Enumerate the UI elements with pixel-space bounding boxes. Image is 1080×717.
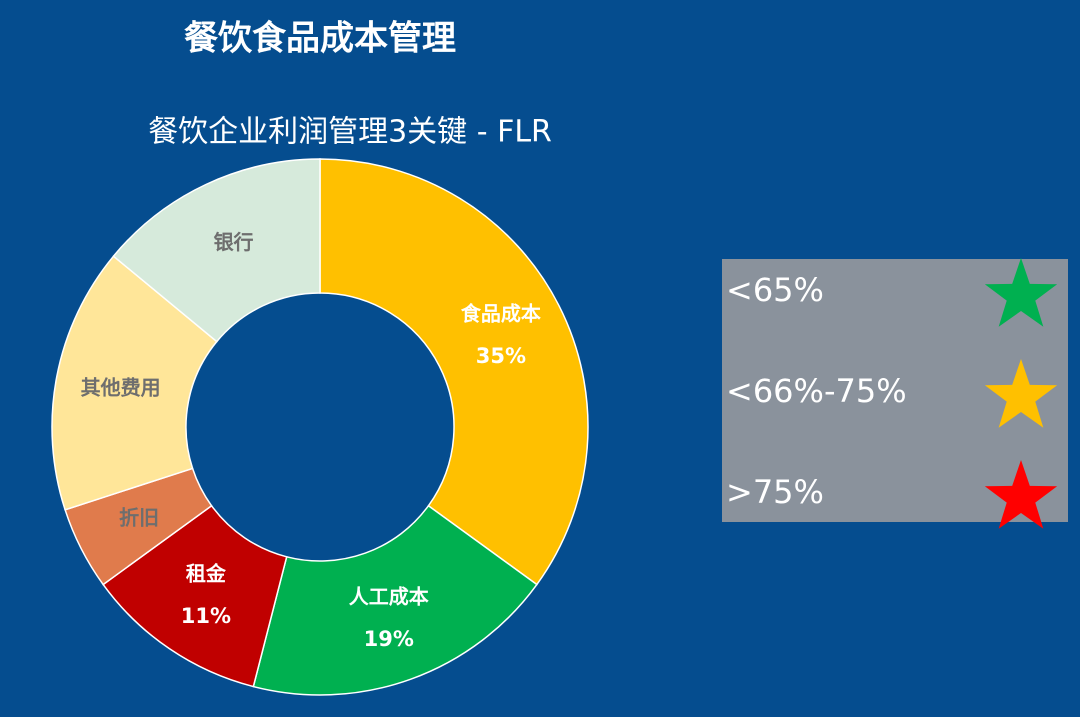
chart-subtitle: 餐饮企业利润管理3关键 - FLR xyxy=(148,115,552,150)
segment-label: 银行 xyxy=(214,230,254,254)
segment-label: 人工成本 xyxy=(349,584,429,608)
value-label: 35% xyxy=(476,344,526,368)
rating-label: <65% xyxy=(726,271,824,309)
rating-label: >75% xyxy=(726,473,824,511)
segment-label: 租金 xyxy=(186,561,227,585)
value-label: 19% xyxy=(364,627,414,651)
rating-label: <66%-75% xyxy=(726,372,907,410)
slide-title: 餐饮食品成本管理 xyxy=(184,19,456,59)
segment-label: 折旧 xyxy=(119,506,159,530)
donut-segment xyxy=(112,158,321,343)
rating-star xyxy=(984,460,1058,529)
segment-label: 其他费用 xyxy=(81,375,161,399)
rating-star xyxy=(984,258,1058,327)
donut-segment xyxy=(252,504,538,696)
donut-segment xyxy=(51,255,218,511)
rating-star xyxy=(984,359,1058,428)
donut-segment xyxy=(319,158,589,586)
segment-label: 食品成本 xyxy=(461,301,541,325)
value-label: 11% xyxy=(181,604,231,628)
